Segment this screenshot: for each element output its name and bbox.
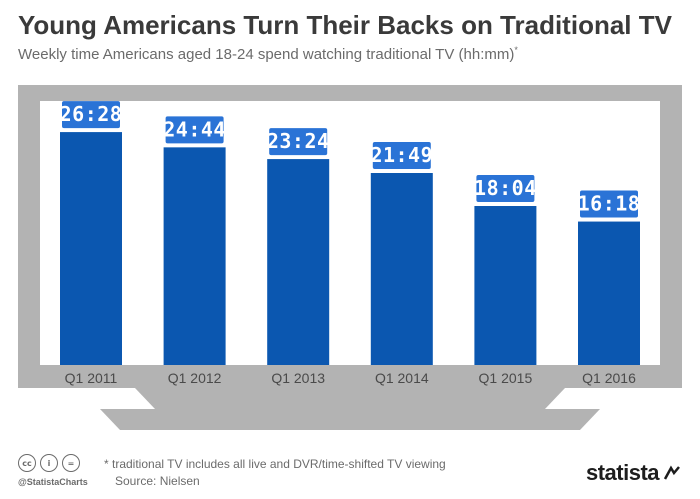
subtitle-text: Weekly time Americans aged 18-24 spend w… [18,46,515,63]
license-icons: cc i = [18,454,80,472]
attribution-icon: i [40,454,58,472]
data-label-box [580,190,638,218]
tv-frame [18,85,682,430]
category-label: Q1 2011 [65,370,118,386]
bar-group [60,132,640,365]
data-label: 26:28 [60,102,123,126]
data-label: 23:24 [267,129,330,153]
creative-commons-icon: cc [18,454,36,472]
data-label-group: 26:28 24:44 23:24 21:49 18:04 16:18 [60,101,641,218]
bar [267,159,330,365]
subtitle-footnote-marker: * [514,45,518,55]
bar [60,132,122,365]
statista-logo-mark-icon [663,465,681,480]
data-label: 18:04 [474,176,537,200]
footnote: * traditional TV includes all live and D… [104,457,446,471]
bar [163,147,226,365]
chart-title: Young Americans Turn Their Backs on Trad… [18,10,672,40]
statista-logo[interactable]: statista [586,460,681,486]
data-label: 21:49 [370,143,433,167]
bar [474,206,537,365]
bar [578,221,640,365]
statista-logo-text: statista [586,460,660,485]
data-label: 24:44 [163,117,226,141]
chart-subtitle: Weekly time Americans aged 18-24 spend w… [18,45,518,63]
data-label-box [476,175,535,203]
data-label: 16:18 [578,192,641,216]
tv-screen [40,101,660,365]
category-label: Q1 2013 [271,370,325,386]
data-label-box [372,142,431,170]
tv-stand [135,388,565,409]
source-note: Source: Nielsen [115,474,200,488]
tv-base [100,409,600,430]
bar [370,173,433,365]
data-label-box [269,128,328,156]
data-label-box [165,116,224,144]
statista-handle: @StatistaCharts [18,477,88,487]
no-derivatives-icon: = [62,454,80,472]
category-label: Q1 2014 [375,370,429,386]
category-label: Q1 2016 [582,370,636,386]
category-label-group: Q1 2011 Q1 2012 Q1 2013 Q1 2014 Q1 2015 Q1 20… [65,370,636,386]
category-label: Q1 2015 [479,370,533,386]
data-label-box [62,101,120,129]
category-label: Q1 2012 [168,370,222,386]
